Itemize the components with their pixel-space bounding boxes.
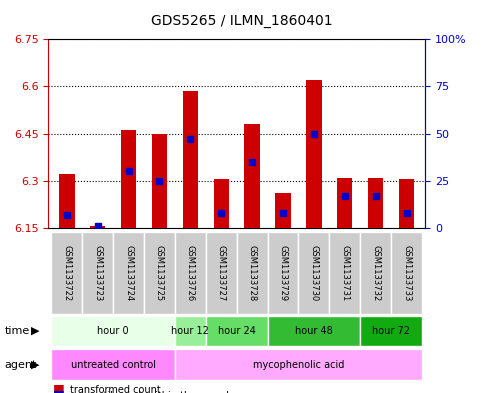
Bar xyxy=(183,91,198,228)
Text: GDS5265 / ILMN_1860401: GDS5265 / ILMN_1860401 xyxy=(151,14,332,28)
Text: GSM1133726: GSM1133726 xyxy=(186,245,195,301)
Text: GSM1133728: GSM1133728 xyxy=(248,245,256,301)
FancyBboxPatch shape xyxy=(51,349,175,380)
Text: GSM1133723: GSM1133723 xyxy=(93,245,102,301)
Text: ■: ■ xyxy=(53,388,65,393)
Bar xyxy=(399,179,414,228)
Text: GSM1133730: GSM1133730 xyxy=(310,245,318,301)
Text: percentile rank within the sample: percentile rank within the sample xyxy=(70,391,235,393)
FancyBboxPatch shape xyxy=(268,316,360,346)
FancyBboxPatch shape xyxy=(175,349,422,380)
FancyBboxPatch shape xyxy=(268,232,298,314)
Text: hour 0: hour 0 xyxy=(98,326,129,336)
FancyBboxPatch shape xyxy=(144,232,175,314)
FancyBboxPatch shape xyxy=(329,232,360,314)
Text: hour 12: hour 12 xyxy=(171,326,209,336)
Text: untreated control: untreated control xyxy=(71,360,156,369)
Text: GSM1133729: GSM1133729 xyxy=(279,245,287,301)
Bar xyxy=(337,178,353,228)
Bar xyxy=(90,226,105,228)
Text: hour 24: hour 24 xyxy=(218,326,256,336)
Text: GSM1133733: GSM1133733 xyxy=(402,245,411,301)
FancyBboxPatch shape xyxy=(237,232,268,314)
Text: ■: ■ xyxy=(53,382,65,393)
FancyBboxPatch shape xyxy=(51,316,175,346)
FancyBboxPatch shape xyxy=(82,232,113,314)
Text: hour 48: hour 48 xyxy=(295,326,333,336)
Bar xyxy=(213,179,229,228)
Text: transformed count: transformed count xyxy=(70,385,161,393)
Bar xyxy=(306,80,322,228)
Text: GSM1133725: GSM1133725 xyxy=(155,245,164,301)
Bar xyxy=(121,130,136,228)
Text: ▶: ▶ xyxy=(31,360,40,369)
FancyBboxPatch shape xyxy=(113,232,144,314)
Bar xyxy=(152,134,167,228)
FancyBboxPatch shape xyxy=(298,232,329,314)
FancyBboxPatch shape xyxy=(206,316,268,346)
Bar xyxy=(59,174,74,228)
FancyBboxPatch shape xyxy=(360,316,422,346)
Text: GSM1133724: GSM1133724 xyxy=(124,245,133,301)
FancyBboxPatch shape xyxy=(391,232,422,314)
FancyBboxPatch shape xyxy=(175,232,206,314)
Bar xyxy=(275,193,291,228)
Text: GSM1133731: GSM1133731 xyxy=(340,245,349,301)
Text: hour 72: hour 72 xyxy=(372,326,410,336)
Text: mycophenolic acid: mycophenolic acid xyxy=(253,360,344,369)
Text: GSM1133727: GSM1133727 xyxy=(217,245,226,301)
Text: ▶: ▶ xyxy=(31,326,40,336)
Text: time: time xyxy=(5,326,30,336)
FancyBboxPatch shape xyxy=(206,232,237,314)
FancyBboxPatch shape xyxy=(51,232,82,314)
FancyBboxPatch shape xyxy=(175,316,206,346)
Bar xyxy=(368,178,384,228)
Bar xyxy=(244,124,260,228)
Text: agent: agent xyxy=(5,360,37,369)
Text: GSM1133732: GSM1133732 xyxy=(371,245,380,301)
FancyBboxPatch shape xyxy=(360,232,391,314)
Text: GSM1133722: GSM1133722 xyxy=(62,245,71,301)
